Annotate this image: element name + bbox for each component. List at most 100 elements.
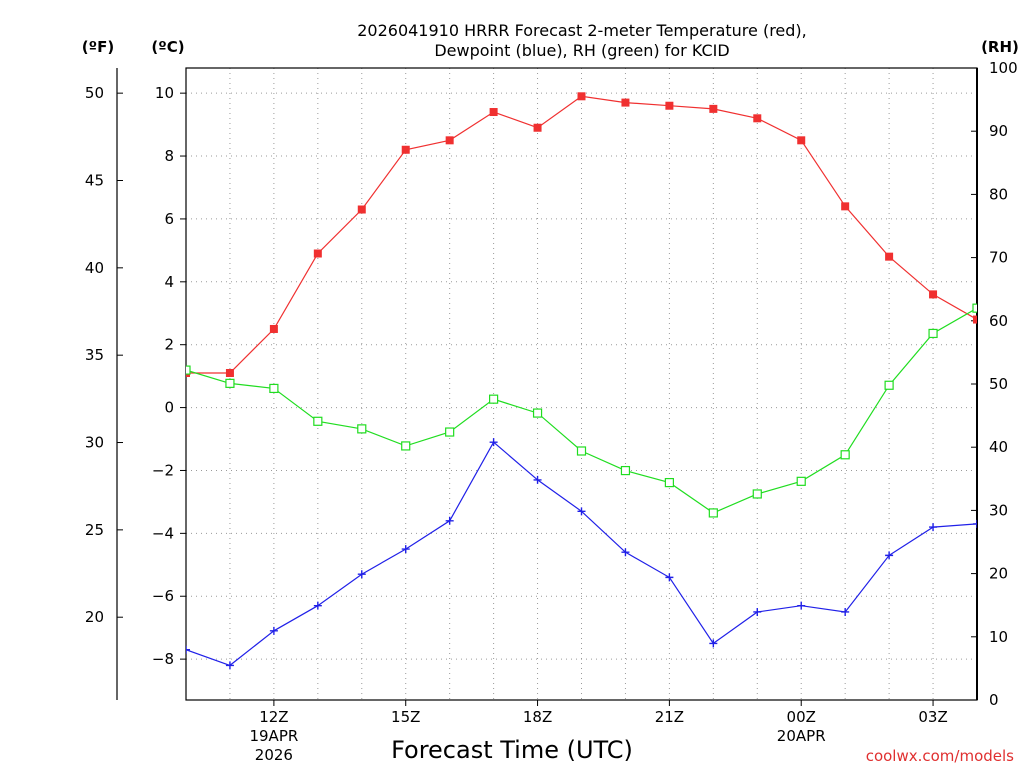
rh-point <box>708 508 718 518</box>
temperature-point <box>225 368 234 377</box>
rh-point <box>532 408 543 418</box>
fahrenheit-tick-label: 20 <box>85 608 104 626</box>
x-tick-label: 03Z <box>918 708 947 726</box>
temperature-point <box>401 145 410 154</box>
chart-subtitle: Dewpoint (blue), RH (green) for KCID <box>434 41 729 60</box>
temperature-point <box>753 114 762 123</box>
rh-point <box>928 328 938 339</box>
temperature-point <box>797 136 806 145</box>
rh-point <box>269 383 279 394</box>
dewpoint-point <box>357 570 366 579</box>
temperature-point <box>929 290 938 299</box>
rh-tick-label: 80 <box>989 185 1008 203</box>
credit-link[interactable]: coolwx.com/models <box>866 747 1014 765</box>
celsius-tick-label: 0 <box>164 399 174 417</box>
fahrenheit-tick-label: 40 <box>85 259 104 277</box>
fahrenheit-tick-label: 45 <box>85 171 104 189</box>
rh-tick-label: 100 <box>989 59 1018 77</box>
dewpoint-point <box>797 601 806 610</box>
temperature-point <box>357 205 366 214</box>
fahrenheit-tick-label: 30 <box>85 434 104 452</box>
temperature-point <box>577 92 586 101</box>
rh-point <box>664 477 674 488</box>
series-rh-2 <box>186 303 977 518</box>
temperature-point <box>269 324 278 333</box>
celsius-tick-label: 10 <box>155 84 174 102</box>
dewpoint-point <box>489 438 498 447</box>
dewpoint-point <box>533 475 542 484</box>
temperature-point <box>709 104 718 113</box>
rh-point <box>357 424 367 434</box>
rh-point <box>752 489 762 499</box>
rh-point <box>313 416 323 426</box>
rh-unit-label: (RH) <box>981 38 1019 56</box>
temperature-point <box>621 98 630 107</box>
temperature-point <box>665 101 674 110</box>
dewpoint-point <box>929 523 938 532</box>
dewpoint-point <box>621 548 630 557</box>
chart-title: 2026041910 HRRR Forecast 2-meter Tempera… <box>357 21 807 40</box>
dewpoint-point <box>885 551 894 560</box>
x-tick-label: 15Z <box>391 708 420 726</box>
dewpoint-point <box>269 626 278 635</box>
rh-point <box>884 380 894 390</box>
dewpoint-point <box>445 516 454 525</box>
celsius-tick-label: −6 <box>152 587 174 605</box>
temperature-point <box>445 136 454 145</box>
celsius-tick-label: 4 <box>164 273 174 291</box>
series-celsius-0 <box>186 92 977 377</box>
rh-tick-label: 90 <box>989 122 1008 140</box>
fahrenheit-unit-label: (ºF) <box>82 38 114 56</box>
celsius-tick-label: −4 <box>152 524 174 542</box>
dewpoint-point <box>313 601 322 610</box>
celsius-tick-label: 6 <box>164 210 174 228</box>
x-tick-label: 18Z <box>523 708 552 726</box>
fahrenheit-tick-label: 25 <box>85 521 104 539</box>
temperature-point <box>313 249 322 258</box>
rh-tick-label: 50 <box>989 375 1008 393</box>
dewpoint-point <box>973 519 977 528</box>
rh-tick-label: 40 <box>989 438 1008 456</box>
dewpoint-point <box>577 507 586 516</box>
rh-point <box>796 476 806 486</box>
dewpoint-point <box>401 545 410 554</box>
data-series <box>186 92 977 670</box>
dewpoint-point <box>753 607 762 616</box>
x-tick-label: 21Z <box>655 708 684 726</box>
rh-point <box>972 303 977 313</box>
rh-tick-label: 0 <box>989 691 999 709</box>
rh-tick-label: 10 <box>989 628 1008 646</box>
dewpoint-point <box>709 639 718 648</box>
rh-point <box>445 427 455 437</box>
temperature-point <box>841 202 850 211</box>
celsius-tick-label: 2 <box>164 336 174 354</box>
series-line <box>186 95 977 374</box>
x-tick-year-label: 2026 <box>255 746 293 764</box>
temperature-point <box>533 123 542 132</box>
celsius-tick-label: −2 <box>152 461 174 479</box>
x-axis-label: Forecast Time (UTC) <box>391 736 633 764</box>
fahrenheit-tick-label: 35 <box>85 346 104 364</box>
temperature-point <box>489 108 498 117</box>
rh-point <box>489 394 499 404</box>
rh-tick-label: 20 <box>989 565 1008 583</box>
rh-point <box>186 365 191 375</box>
celsius-tick-label: 8 <box>164 147 174 165</box>
gridlines <box>186 68 977 700</box>
x-tick-label: 12Z <box>259 708 288 726</box>
dewpoint-point <box>186 645 190 654</box>
rh-point <box>840 450 850 460</box>
dewpoint-point <box>665 573 674 582</box>
rh-point <box>620 465 631 476</box>
x-tick-label: 00Z <box>787 708 816 726</box>
axes: 1086420−2−4−6−85045403530252010090807060… <box>85 59 1018 764</box>
series-celsius-1 <box>186 438 977 670</box>
temperature-point <box>973 315 977 324</box>
rh-tick-label: 70 <box>989 249 1008 267</box>
celsius-unit-label: (ºC) <box>151 38 184 56</box>
dewpoint-point <box>841 607 850 616</box>
rh-point <box>401 441 411 451</box>
x-tick-date-label: 20APR <box>777 727 826 745</box>
celsius-tick-label: −8 <box>152 650 174 668</box>
